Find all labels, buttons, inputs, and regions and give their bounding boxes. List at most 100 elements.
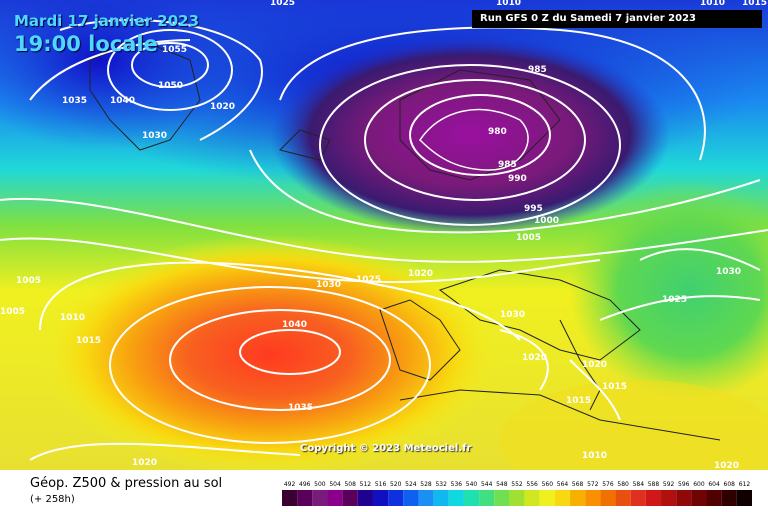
legend-tick-label: 548 <box>496 481 508 488</box>
legend-tick-label: 496 <box>299 481 311 488</box>
forecast-date: Mardi 17 janvier 2023 <box>14 12 200 30</box>
isobar-lines <box>0 19 768 461</box>
legend-swatch <box>327 490 343 506</box>
legend-tick-label: 492 <box>284 481 296 488</box>
legend-swatch <box>418 490 434 506</box>
legend-swatch <box>448 490 464 506</box>
isobar-label: 1020 <box>408 269 433 279</box>
legend-swatch <box>372 490 389 506</box>
legend-swatch <box>539 490 555 506</box>
legend-tick-label: 508 <box>344 481 356 488</box>
isobar-label: 1010 <box>700 0 725 8</box>
isobar-label: 1000 <box>534 216 559 226</box>
legend-swatch <box>615 490 631 506</box>
isobar-labels: 1055 1050 1040 1035 1020 1030 1025 1005 … <box>0 0 767 470</box>
legend-tick-label: 588 <box>648 481 660 488</box>
copyright: Copyright © 2023 Meteociel.fr <box>300 443 472 454</box>
legend-tick-label: 532 <box>435 481 447 488</box>
legend-tick-label: 600 <box>693 481 705 488</box>
isobar-label: 990 <box>508 174 527 184</box>
weather-map: 1055 1050 1040 1035 1020 1030 1025 1005 … <box>0 0 768 470</box>
isobar-label: 1020 <box>714 461 739 470</box>
isobar-label: 1035 <box>288 403 313 413</box>
legend-tick-label: 596 <box>678 481 690 488</box>
isobar-label: 1025 <box>270 0 295 8</box>
legend-tick-label: 512 <box>360 481 372 488</box>
isobar-label: 1030 <box>142 131 167 141</box>
isobar-label: 1040 <box>110 96 135 106</box>
legend-swatch <box>403 490 419 506</box>
legend-swatch <box>524 490 540 506</box>
legend-tick-label: 520 <box>390 481 402 488</box>
legend-swatch <box>463 490 480 506</box>
isobar-label: 1020 <box>210 102 235 112</box>
legend-swatch <box>554 490 571 506</box>
legend-swatch <box>585 490 601 506</box>
legend-swatch <box>661 490 677 506</box>
footer-title: Géop. Z500 & pression au sol <box>30 476 223 491</box>
legend-swatch <box>494 490 510 506</box>
isobar-label: 1005 <box>516 233 541 243</box>
isobar-label: 1015 <box>602 382 627 392</box>
legend-swatch <box>312 490 328 506</box>
isobar-label: 1005 <box>16 276 41 286</box>
isobar-label: 1035 <box>62 96 87 106</box>
legend-tick-label: 580 <box>617 481 629 488</box>
isobar-label: 1030 <box>316 280 341 290</box>
legend-swatch <box>721 490 737 506</box>
legend-tick-label: 500 <box>314 481 326 488</box>
isobar-label: 1015 <box>76 336 101 346</box>
legend-tick-label: 516 <box>375 481 387 488</box>
legend-tick-label: 592 <box>663 481 675 488</box>
legend-swatch <box>600 490 616 506</box>
legend-swatch <box>570 490 586 506</box>
legend-swatch <box>479 490 495 506</box>
isobar-label: 985 <box>528 65 547 75</box>
isobar-label: 1040 <box>282 320 307 330</box>
forecast-time: 19:00 locale <box>14 32 158 56</box>
isobar-label: 995 <box>524 204 543 214</box>
legend-swatch <box>297 490 313 506</box>
color-legend: 492 496 500 504 508 512 516 520 524 528 532 536 540 5… <box>282 481 752 506</box>
legend-swatch <box>342 490 358 506</box>
isobar-label: 985 <box>498 160 517 170</box>
legend-tick-label: 536 <box>451 481 463 488</box>
isobar-label: 1025 <box>662 295 687 305</box>
isobar-label: 1020 <box>132 458 157 468</box>
legend-tick-label: 552 <box>511 481 523 488</box>
legend-swatch <box>645 490 662 506</box>
legend-tick-label: 564 <box>557 481 569 488</box>
isobar-label: 1005 <box>0 307 25 317</box>
legend-swatch <box>388 490 404 506</box>
legend-tick-label: 504 <box>329 481 341 488</box>
legend-swatch <box>736 490 752 506</box>
legend-swatch <box>509 490 525 506</box>
legend-tick-label: 556 <box>526 481 538 488</box>
isobar-label: 1020 <box>582 360 607 370</box>
isobar-label: 1050 <box>158 81 183 91</box>
isobar-label: 1010 <box>582 451 607 461</box>
legend-swatch <box>676 490 692 506</box>
isobar-label: 1015 <box>566 396 591 406</box>
isobar-label: 1030 <box>716 267 741 277</box>
legend-swatch <box>630 490 646 506</box>
run-info: Run GFS 0 Z du Samedi 7 janvier 2023 <box>472 10 762 28</box>
legend-swatch <box>706 490 722 506</box>
legend-swatch <box>357 490 373 506</box>
isobar-label: 1010 <box>496 0 521 8</box>
isobar-label: 980 <box>488 127 507 137</box>
legend-tick-label: 604 <box>708 481 720 488</box>
legend-tick-label: 576 <box>602 481 614 488</box>
isobar-label: 1055 <box>162 45 187 55</box>
legend-tick-label: 572 <box>587 481 599 488</box>
isobar-label: 1010 <box>60 313 85 323</box>
legend-tick-label: 608 <box>724 481 736 488</box>
legend-tick-label: 524 <box>405 481 417 488</box>
isobar-label: 1030 <box>500 310 525 320</box>
legend-tick-label: 540 <box>466 481 478 488</box>
legend-tick-label: 584 <box>633 481 645 488</box>
legend-tick-label: 568 <box>572 481 584 488</box>
legend-swatch <box>433 490 449 506</box>
isobar-label: 1015 <box>742 0 767 8</box>
isobar-label: 1025 <box>356 275 381 285</box>
